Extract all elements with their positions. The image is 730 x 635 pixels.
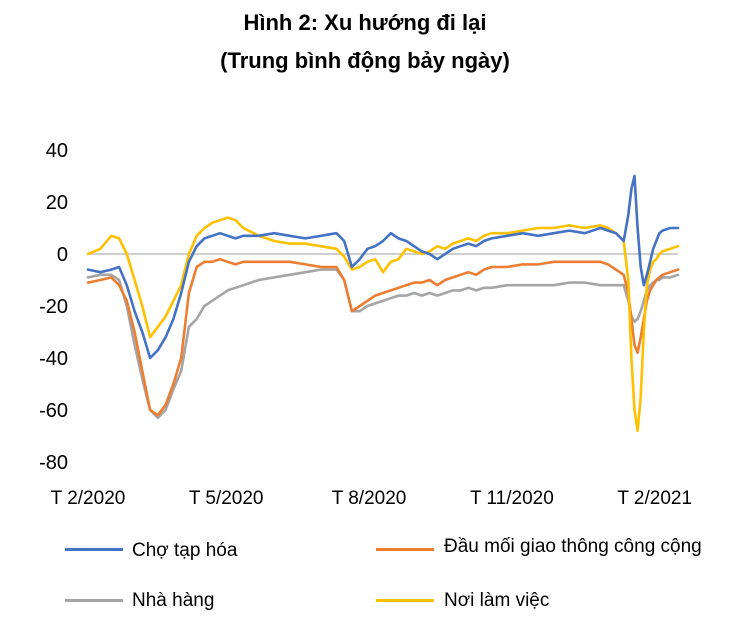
y-axis: 40 20 0 -20 -40 -60 -80: [39, 140, 678, 474]
legend-swatch-0: [65, 548, 123, 551]
x-tick-label: T 5/2020: [189, 488, 264, 509]
legend-label-1: Đầu mối giao thông công cộng: [444, 536, 702, 557]
series-line-2: [86, 268, 680, 420]
legend-label-0: Chợ tạp hóa: [132, 540, 238, 561]
y-tick-label: -40: [39, 348, 68, 370]
y-tick-label: -80: [39, 452, 68, 474]
chart-title: Hình 2: Xu hướng đi lại: [243, 10, 487, 35]
y-tick-label: 0: [57, 244, 68, 266]
x-tick-label: T 2/2021: [617, 488, 692, 509]
x-axis: T 2/2020 T 5/2020 T 8/2020 T 11/2020 T 2/202…: [51, 488, 692, 509]
legend-swatch-1: [376, 548, 434, 551]
legend-swatch-3: [376, 599, 434, 602]
y-tick-label: 40: [46, 140, 68, 162]
series-line-0: [86, 174, 680, 360]
legend-label-2: Nhà hàng: [132, 590, 215, 611]
x-tick-label: T 11/2020: [470, 488, 554, 509]
y-tick-label: -20: [39, 296, 68, 318]
legend-label-3: Nơi làm việc: [444, 590, 550, 611]
chart-subtitle: (Trung bình động bảy ngày): [220, 48, 510, 73]
y-tick-label: 20: [46, 192, 68, 214]
series-lines: [86, 174, 680, 433]
y-tick-label: -60: [39, 400, 68, 422]
legend-swatch-2: [65, 599, 123, 602]
x-tick-label: T 8/2020: [332, 488, 407, 509]
x-tick-label: T 2/2020: [51, 488, 126, 509]
series-line-3: [86, 216, 680, 433]
series-line-1: [86, 257, 680, 417]
